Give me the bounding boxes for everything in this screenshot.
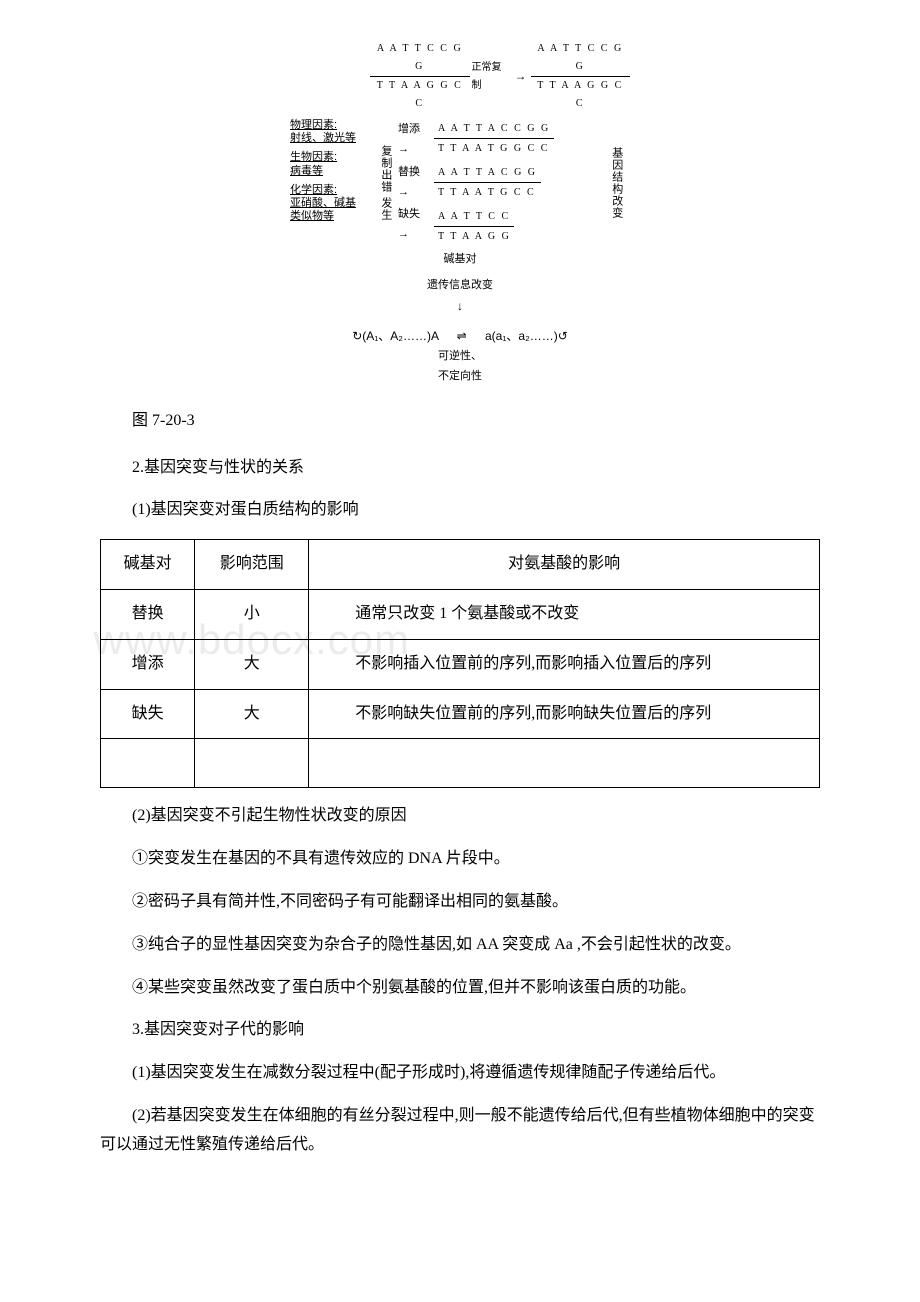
bp-label: 碱基对 xyxy=(290,250,630,270)
normal-label: 正常复制 xyxy=(472,59,509,95)
table-row: 替换 小 通常只改变 1 个氨基酸或不改变 xyxy=(101,589,820,639)
th-basepair: 碱基对 xyxy=(101,540,195,590)
reversible-label: 可逆性、 xyxy=(438,350,482,362)
nondirectional-label: 不定向性 xyxy=(438,370,482,382)
th-effect: 对氨基酸的影响 xyxy=(309,540,820,590)
para-4: (2)若基因突变发生在体细胞的有丝分裂过程中,则一般不能遗传给后代,但有些植物体… xyxy=(100,1102,820,1160)
heading-3: 3.基因突变对子代的影响 xyxy=(100,1016,820,1045)
seq-del: A A T T C C T T A A G G xyxy=(434,207,606,247)
th-scope: 影响范围 xyxy=(195,540,309,590)
loop-icon: ↺ xyxy=(558,329,568,343)
seq-copy: A A T T C C G G T T A A G G C C xyxy=(531,40,631,113)
para-3: (1)基因突变发生在减数分裂过程中(配子形成时),将遵循遗传规律随配子传递给后代… xyxy=(100,1059,820,1088)
mutation-table: 碱基对 影响范围 对氨基酸的影响 替换 小 通常只改变 1 个氨基酸或不改变 增… xyxy=(100,539,820,788)
mutation-diagram: A A T T C C G G T T A A G G C C 正常复制 → A… xyxy=(290,40,630,387)
list-item-1: ①突变发生在基因的不具有遗传效应的 DNA 片段中。 xyxy=(100,845,820,874)
mut-del-label: 缺失 → xyxy=(398,205,434,245)
process-occur: 发生 xyxy=(375,197,395,221)
list-item-2: ②密码子具有简并性,不同密码子有可能翻译出相同的氨基酸。 xyxy=(100,888,820,917)
process-copy-error: 复制出错 xyxy=(375,145,395,193)
factor-chemical: 化学因素: 亚硝酸、碱基 类似物等 xyxy=(290,184,370,224)
factor-physical: 物理因素: 射线、激光等 xyxy=(290,119,370,145)
mut-add-label: 增添 → xyxy=(398,120,434,160)
table-row: 缺失 大 不影响缺失位置前的序列,而影响缺失位置后的序列 xyxy=(101,689,820,739)
seq-sub: A A T T A C G G T T A A T G C C xyxy=(434,163,606,203)
loop-icon: ↻( xyxy=(352,329,366,343)
factor-biological: 生物因素: 病毒等 xyxy=(290,151,370,177)
list-item-4: ④某些突变虽然改变了蛋白质中个别氨基酸的位置,但并不影响该蛋白质的功能。 xyxy=(100,974,820,1003)
right-label: 基因结构改变 xyxy=(606,147,626,219)
table-row: 增添 大 www.bdocx.com 不影响插入位置前的序列,而影响插入位置后的… xyxy=(101,639,820,689)
para-2: (2)基因突变不引起生物性状改变的原因 xyxy=(100,802,820,831)
table-empty-row xyxy=(101,739,820,788)
mut-sub-label: 替换 → xyxy=(398,163,434,203)
arrow-icon: → xyxy=(515,66,527,88)
info-change-label: 遗传信息改变 ↓ xyxy=(290,276,630,317)
figure-caption: 图 7-20-3 xyxy=(100,407,820,436)
table-header-row: 碱基对 影响范围 对氨基酸的影响 xyxy=(101,540,820,590)
heading-2: 2.基因突变与性状的关系 xyxy=(100,454,820,483)
list-item-3: ③纯合子的显性基因突变为杂合子的隐性基因,如 AA 突变成 Aa ,不会引起性状… xyxy=(100,931,820,960)
seq-original: A A T T C C G G T T A A G G C C xyxy=(370,40,470,113)
seq-add: A A T T A C C G G T T A A T G G C C xyxy=(434,119,606,159)
allele-row: ↻(A₁、A₂……)A ⇌ a(a₁、a₂……)↺ xyxy=(290,326,630,348)
para-1: (1)基因突变对蛋白质结构的影响 xyxy=(100,496,820,525)
